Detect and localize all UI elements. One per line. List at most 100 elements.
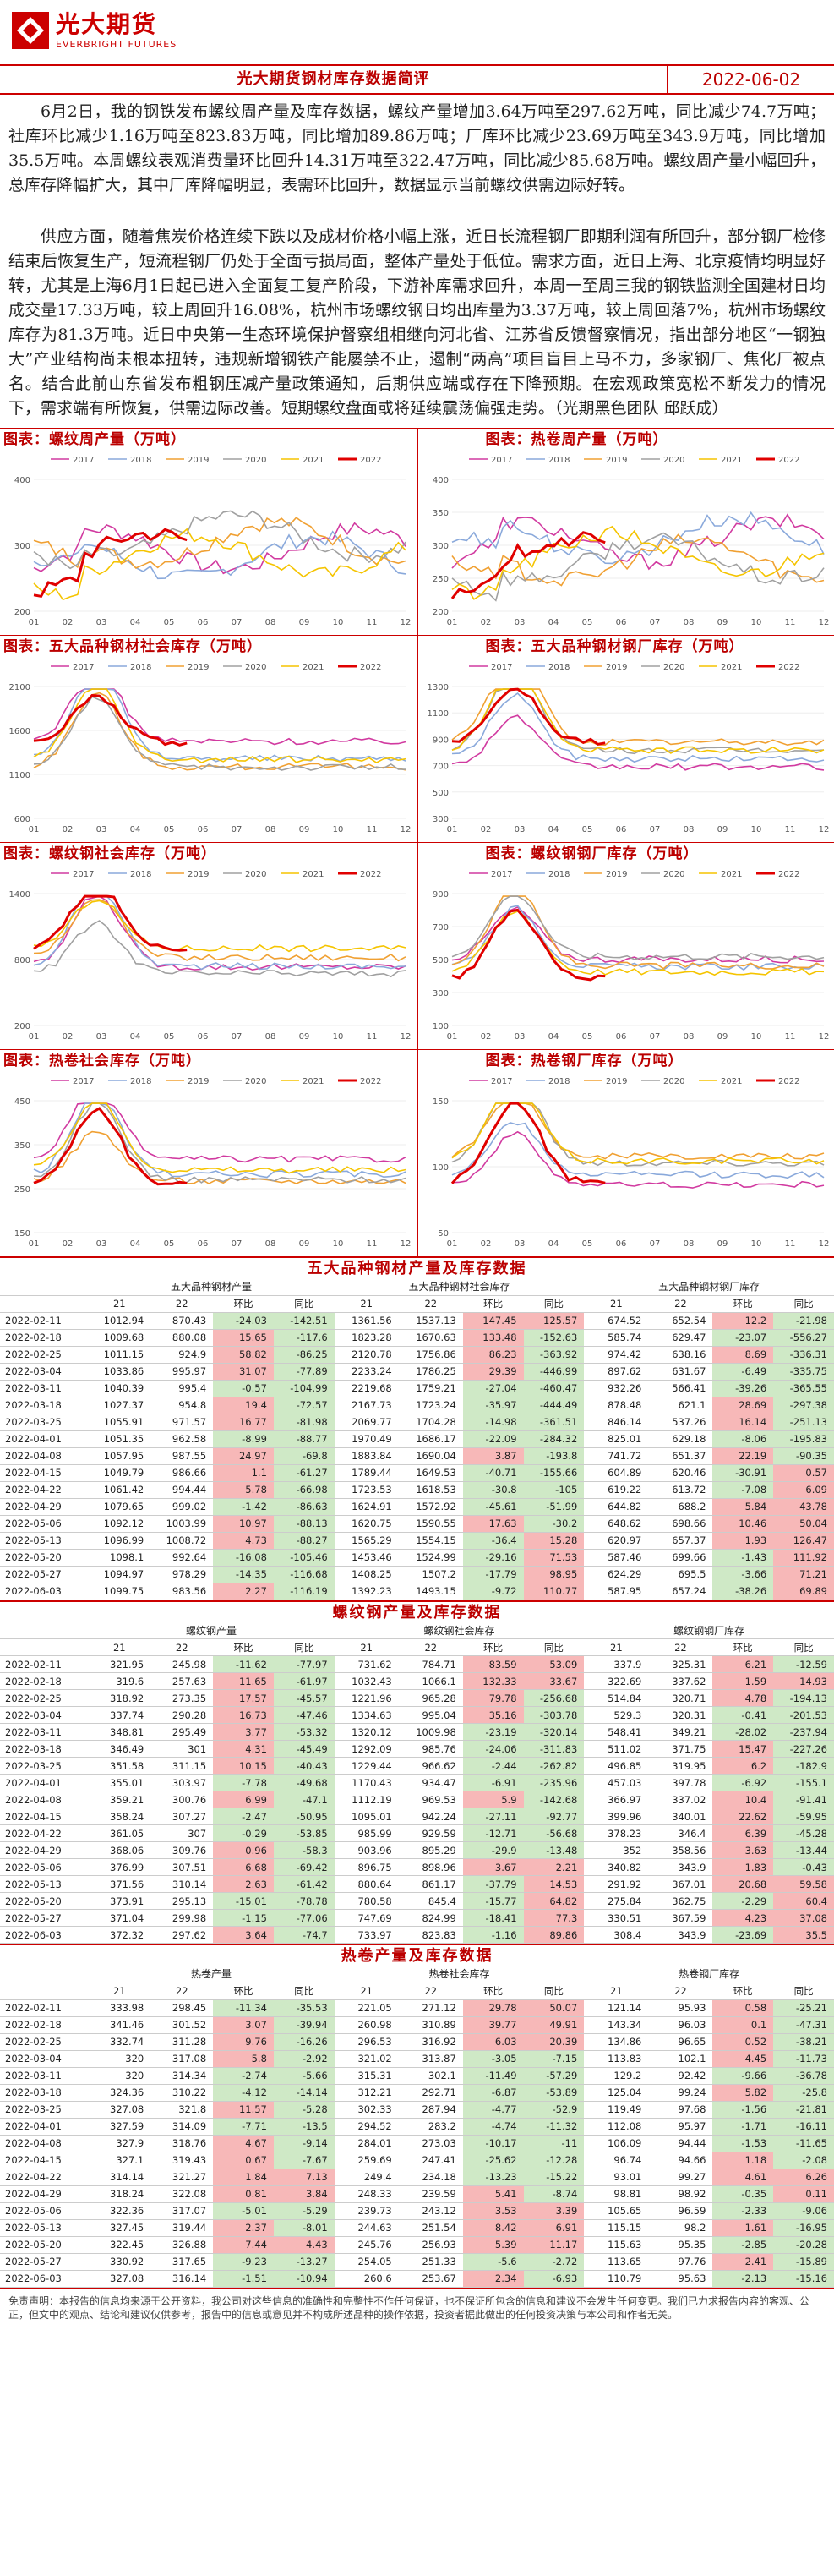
series-line-2022 bbox=[450, 908, 605, 982]
cell-value: 311.28 bbox=[150, 2033, 214, 2051]
cell-value: 566.41 bbox=[648, 1380, 713, 1397]
cell-value: 823.83 bbox=[398, 1926, 463, 1944]
cell-value: 2.21 bbox=[523, 1858, 585, 1876]
cell-value: 2.63 bbox=[213, 1875, 274, 1893]
cell-value: 992.64 bbox=[150, 1549, 214, 1567]
cell-value: 324.36 bbox=[88, 2084, 151, 2102]
legend-label: 2018 bbox=[130, 663, 151, 672]
logo-text-en: EVERBRIGHT FUTURES bbox=[56, 38, 177, 50]
x-tick-label: 05 bbox=[164, 618, 175, 627]
cell-value: 132.33 bbox=[462, 1672, 524, 1690]
cell-value: -2.33 bbox=[712, 2202, 774, 2220]
x-tick-label: 06 bbox=[615, 618, 626, 627]
cell-value: -11 bbox=[523, 2135, 585, 2152]
cell-value: 1786.25 bbox=[398, 1363, 463, 1381]
cell-value: -361.51 bbox=[523, 1414, 585, 1431]
cell-value: 4.43 bbox=[273, 2236, 335, 2254]
cell-value: -311.83 bbox=[523, 1740, 585, 1758]
cell-value: -53.85 bbox=[273, 1824, 335, 1842]
cell-value: 112.08 bbox=[584, 2118, 649, 2136]
y-tick-label: 500 bbox=[432, 789, 448, 798]
cell-value: -50.95 bbox=[273, 1808, 335, 1825]
y-tick-label: 400 bbox=[432, 476, 448, 485]
table-row: 2022-02-11 321.95 245.98 -11.62 -77.97 731.62… bbox=[0, 1655, 834, 1673]
cell-value: -105 bbox=[523, 1481, 585, 1499]
cell-value: 96.59 bbox=[648, 2202, 713, 2220]
cell-value: 291.92 bbox=[584, 1875, 649, 1893]
x-tick-label: 07 bbox=[649, 618, 660, 627]
row-date: 2022-03-11 bbox=[0, 2067, 89, 2085]
cell-value: -303.78 bbox=[523, 1706, 585, 1724]
cell-value: 349.21 bbox=[648, 1723, 713, 1741]
y-tick-label: 50 bbox=[438, 1229, 449, 1239]
cell-value: 20.68 bbox=[712, 1875, 774, 1893]
cell-value: -88.27 bbox=[273, 1532, 335, 1550]
series-line-2018 bbox=[451, 1122, 824, 1179]
cell-value: 845.4 bbox=[398, 1892, 463, 1910]
cell-value: 1.18 bbox=[712, 2152, 774, 2169]
cell-value: 102.1 bbox=[648, 2050, 713, 2068]
table-row: 2022-04-29 368.06 309.76 0.96 -58.3 903.96 895… bbox=[0, 1841, 834, 1859]
cell-value: -1.71 bbox=[712, 2118, 774, 2136]
x-tick-label: 01 bbox=[29, 1032, 40, 1042]
cell-value: 6.09 bbox=[773, 1481, 834, 1499]
cell-value: -69.8 bbox=[273, 1447, 335, 1465]
cell-value: 319.44 bbox=[150, 2219, 214, 2237]
cell-value: 971.57 bbox=[150, 1414, 214, 1431]
cell-value: 1704.28 bbox=[398, 1414, 463, 1431]
legend-label: 2022 bbox=[360, 663, 381, 672]
cell-value: -1.53 bbox=[712, 2135, 774, 2152]
row-date: 2022-04-22 bbox=[0, 2169, 89, 2186]
cell-value: 24.97 bbox=[213, 1447, 274, 1465]
chart-panel: 图表：螺纹钢钢厂库存（万吨） 2017 2018 2019 2020 2021 2022 10… bbox=[418, 843, 834, 1049]
cell-value: 359.21 bbox=[88, 1791, 151, 1808]
column-header: 21 bbox=[584, 1295, 649, 1313]
x-tick-label: 05 bbox=[581, 1239, 592, 1249]
cell-value: 648.62 bbox=[584, 1515, 649, 1533]
legend-label: 2018 bbox=[130, 870, 151, 879]
x-tick-label: 04 bbox=[130, 1239, 141, 1249]
cell-value: -7.08 bbox=[712, 1481, 774, 1499]
x-tick-label: 12 bbox=[818, 825, 829, 834]
y-tick-label: 150 bbox=[432, 1097, 448, 1107]
table-row: 2022-05-13 327.45 319.44 2.37 -8.01 244.63 251… bbox=[0, 2219, 834, 2237]
group-header-row: 五大品种钢材产量 五大品种钢材社会库存 五大品种钢材钢厂库存 bbox=[0, 1278, 834, 1296]
legend-label: 2020 bbox=[245, 870, 266, 879]
row-date: 2022-05-13 bbox=[0, 2219, 89, 2237]
cell-value: 8.69 bbox=[712, 1346, 774, 1364]
legend-label: 2017 bbox=[73, 870, 94, 879]
row-date: 2022-05-27 bbox=[0, 2253, 89, 2271]
table-row: 2022-05-06 376.99 307.51 6.68 -69.42 896.75 89… bbox=[0, 1858, 834, 1876]
cell-value: -13.48 bbox=[523, 1841, 585, 1859]
cell-value: 71.53 bbox=[523, 1549, 585, 1567]
cell-value: 98.95 bbox=[523, 1566, 585, 1583]
y-tick-label: 700 bbox=[432, 923, 448, 933]
cell-value: 340.82 bbox=[584, 1858, 649, 1876]
cell-value: 895.29 bbox=[398, 1841, 463, 1859]
cell-value: 371.56 bbox=[88, 1875, 151, 1893]
cell-value: 1292.09 bbox=[334, 1740, 399, 1758]
x-tick-label: 01 bbox=[446, 825, 457, 834]
x-tick-label: 12 bbox=[401, 618, 412, 627]
cell-value: 674.52 bbox=[584, 1312, 649, 1330]
x-tick-label: 10 bbox=[333, 1032, 344, 1042]
cell-value: 319.6 bbox=[88, 1672, 151, 1690]
cell-value: -92.77 bbox=[523, 1808, 585, 1825]
cell-value: 327.08 bbox=[88, 2270, 151, 2288]
cell-value: 99.24 bbox=[648, 2084, 713, 2102]
cell-value: 986.66 bbox=[150, 1464, 214, 1482]
legend-label: 2021 bbox=[303, 456, 324, 465]
cell-value: -38.21 bbox=[773, 2033, 834, 2051]
cell-value: 3.53 bbox=[462, 2202, 524, 2220]
cell-value: 341.46 bbox=[88, 2016, 151, 2034]
x-tick-label: 05 bbox=[581, 1032, 592, 1042]
x-tick-label: 08 bbox=[265, 1032, 276, 1042]
cell-value: 245.98 bbox=[150, 1655, 214, 1673]
cell-value: 6.99 bbox=[213, 1791, 274, 1808]
chart-title: 图表：热卷社会库存（万吨） bbox=[3, 1053, 201, 1069]
cell-value: 0.1 bbox=[712, 2016, 774, 2034]
cell-value: 1094.97 bbox=[88, 1566, 151, 1583]
legend-label: 2017 bbox=[491, 663, 512, 672]
row-date: 2022-05-06 bbox=[0, 2202, 89, 2220]
cell-value: 10.97 bbox=[213, 1515, 274, 1533]
